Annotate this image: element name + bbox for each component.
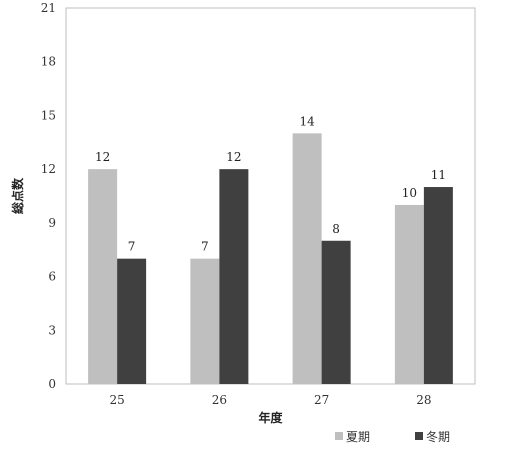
data-label: 10 [402, 186, 417, 200]
y-tick-label: 0 [48, 377, 56, 391]
x-axis-title: 年度 [258, 410, 283, 425]
data-label: 12 [226, 150, 241, 164]
x-tick-label: 27 [314, 393, 329, 407]
bar-winter [219, 169, 249, 384]
y-tick-label: 9 [48, 216, 56, 230]
bar-winter [423, 187, 453, 384]
bar-summer [394, 204, 424, 384]
x-tick-label: 28 [416, 393, 431, 407]
y-tick-label: 12 [41, 162, 56, 176]
data-label: 12 [95, 150, 110, 164]
data-label: 8 [332, 222, 340, 236]
bar-winter [117, 258, 147, 384]
data-labels: 12 7 7 12 14 8 10 11 [95, 114, 446, 253]
y-axis-title: 総点数 [10, 177, 25, 214]
bars [88, 133, 453, 384]
x-tick-label: 26 [212, 393, 227, 407]
x-axis-ticks: 25 26 27 28 [109, 393, 431, 407]
y-tick-label: 6 [48, 270, 56, 284]
bar-winter [321, 240, 351, 384]
bar-summer [88, 169, 118, 384]
bar-summer [292, 133, 322, 384]
y-axis-ticks: 0 3 6 9 12 15 18 21 [41, 1, 56, 391]
legend-swatch-winter [415, 432, 423, 440]
y-tick-label: 3 [48, 323, 56, 337]
data-label: 7 [128, 240, 136, 254]
data-label: 11 [431, 168, 446, 182]
legend-label-summer: 夏期 [346, 430, 370, 444]
x-tick-label: 25 [109, 393, 124, 407]
bar-summer [190, 258, 220, 384]
legend-swatch-summer [335, 432, 343, 440]
y-tick-label: 21 [41, 1, 56, 15]
plot-frame [65, 7, 476, 385]
y-tick-label: 15 [41, 108, 56, 122]
legend-label-winter: 冬期 [426, 429, 450, 444]
y-tick-label: 18 [41, 55, 56, 69]
legend: 夏期 冬期 [335, 429, 450, 444]
data-label: 14 [299, 114, 315, 128]
data-label: 7 [201, 240, 209, 254]
